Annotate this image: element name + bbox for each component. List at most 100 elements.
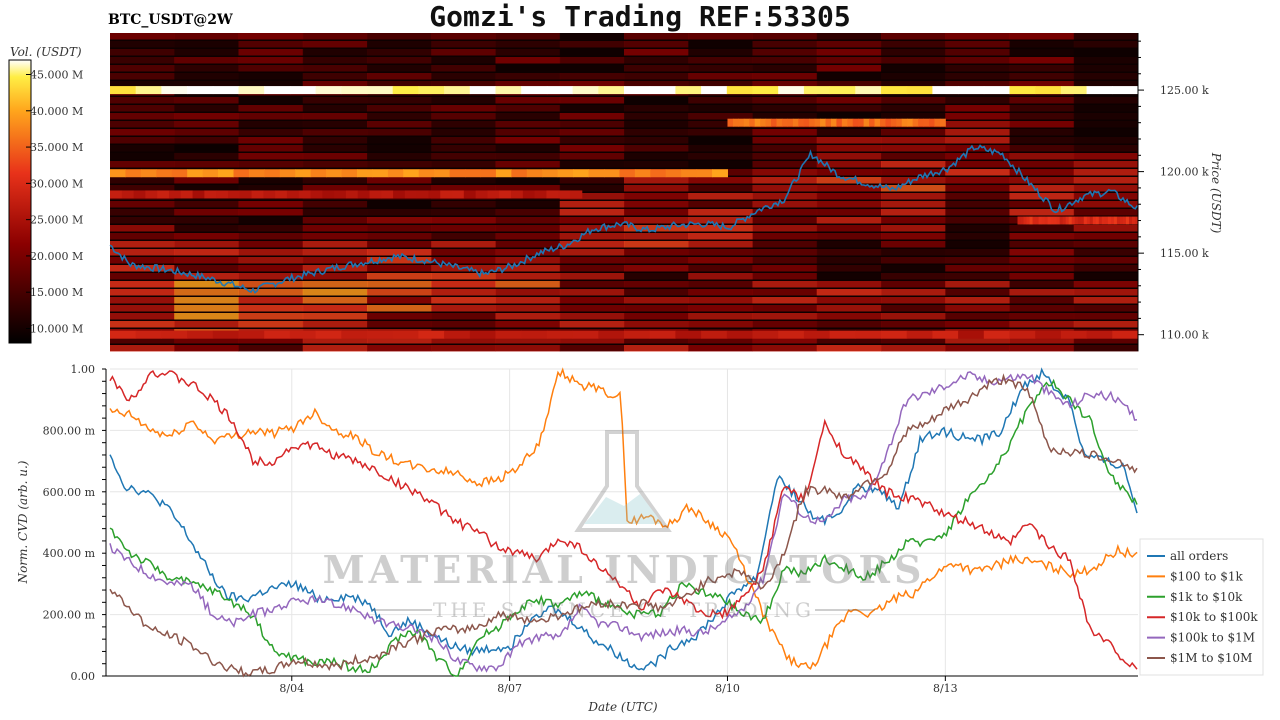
liquidity-band	[202, 169, 219, 178]
liquidity-band	[392, 86, 419, 95]
heatmap-cell	[431, 137, 496, 144]
heatmap-cell	[624, 185, 689, 192]
heatmap-cell	[431, 153, 496, 160]
cvd-tick-label: 400.00 m	[43, 547, 96, 560]
liquidity-band	[521, 86, 548, 95]
heatmap-cell	[688, 193, 753, 200]
heatmap-cell	[174, 313, 239, 320]
heatmap-cell	[881, 137, 946, 144]
heatmap-cell	[431, 97, 496, 104]
heatmap-cell	[1073, 201, 1139, 208]
heatmap-cell	[431, 177, 496, 184]
heatmap-cell	[1009, 313, 1075, 320]
heatmap-cell	[367, 257, 432, 264]
heatmap-cell	[302, 41, 368, 48]
heatmap-cell	[174, 185, 239, 192]
heatmap-cell	[367, 185, 432, 192]
heatmap-cell	[302, 241, 368, 248]
heatmap-cell	[174, 129, 239, 136]
cvd-tick-label: 200.00 m	[43, 609, 96, 622]
heatmap-cell	[431, 257, 496, 264]
heatmap-cell	[881, 249, 946, 256]
heatmap-cell	[881, 209, 946, 216]
heatmap-cell	[302, 297, 368, 304]
liquidity-band	[341, 86, 368, 95]
heatmap-cell	[945, 313, 1010, 320]
heatmap-cell	[559, 241, 625, 248]
heatmap-cell	[1009, 57, 1075, 64]
heatmap-cell	[495, 57, 561, 64]
heatmap-cell	[174, 137, 239, 144]
liquidity-band	[918, 118, 925, 127]
heatmap-cell	[816, 313, 882, 320]
heatmap-cell	[1073, 257, 1139, 264]
heatmap-cell	[945, 169, 1010, 176]
x-tick-label: 8/04	[279, 682, 304, 695]
heatmap-cell	[367, 273, 432, 280]
heatmap-cell	[367, 33, 432, 40]
liquidity-band	[932, 330, 959, 339]
heatmap-cell	[174, 249, 239, 256]
liquidity-band	[598, 86, 625, 95]
heatmap-cell	[1073, 289, 1139, 296]
heatmap-cell	[1073, 321, 1139, 328]
heatmap-cell	[174, 73, 239, 80]
liquidity-band	[125, 169, 142, 178]
heatmap-cell	[367, 129, 432, 136]
liquidity-band	[310, 190, 323, 199]
heatmap-cell	[431, 305, 496, 312]
heatmap-cell	[367, 305, 432, 312]
heatmap-cell	[881, 257, 946, 264]
cvd-panel: 0.00 200.00 m 400.00 m 600.00 m 800.00 m 1.00…	[43, 363, 1138, 695]
heatmap-cell	[431, 33, 496, 40]
heatmap-cell	[431, 217, 496, 224]
heatmap-cell	[238, 121, 304, 128]
liquidity-band	[416, 190, 429, 199]
heatmap-cell	[881, 337, 946, 344]
heatmap-cell	[367, 57, 432, 64]
liquidity-band	[187, 86, 214, 95]
heatmap-cell	[688, 161, 753, 168]
heatmap-cell	[881, 161, 946, 168]
heatmap-cell	[367, 281, 432, 288]
liquidity-band	[803, 86, 831, 95]
liquidity-band	[569, 190, 583, 199]
liquidity-band	[110, 169, 126, 178]
liquidity-band	[958, 86, 985, 95]
heatmap-cell	[945, 161, 1010, 168]
liquidity-band	[1035, 86, 1062, 95]
liquidity-band	[754, 118, 761, 127]
heatmap-cell	[1073, 145, 1139, 152]
heatmap-cell	[110, 33, 175, 40]
liquidity-band	[121, 190, 135, 199]
cvd-series-line	[109, 367, 1138, 670]
liquidity-band	[1116, 216, 1121, 225]
heatmap-cell	[752, 201, 818, 208]
heatmap-cell	[816, 297, 882, 304]
liquidity-band	[830, 118, 837, 127]
heatmap-cell	[110, 137, 175, 144]
liquidity-band	[428, 190, 441, 199]
liquidity-band	[798, 118, 805, 127]
heatmap-cell	[238, 137, 304, 144]
heatmap-cell	[752, 73, 818, 80]
heatmap-cell	[816, 345, 882, 352]
heatmap-cell	[302, 233, 368, 240]
liquidity-band	[557, 169, 574, 178]
heatmap-cell	[624, 65, 689, 72]
heatmap-cell	[752, 97, 818, 104]
heatmap-cell	[110, 161, 175, 168]
heatmap-cell	[1073, 129, 1139, 136]
price-axis-label: Price (USDT)	[1209, 152, 1223, 234]
heatmap-cell	[238, 57, 304, 64]
liquidity-band	[480, 169, 497, 178]
liquidity-band	[1131, 216, 1136, 225]
heatmap-cell	[688, 273, 753, 280]
heatmap-cell	[302, 289, 368, 296]
liquidity-band	[495, 86, 522, 95]
heatmap-cell	[431, 225, 496, 232]
heatmap-cell	[816, 97, 882, 104]
colorbar-tick-label: 20.000 M	[30, 250, 83, 263]
heatmap-cell	[688, 81, 753, 88]
heatmap-cell	[367, 145, 432, 152]
